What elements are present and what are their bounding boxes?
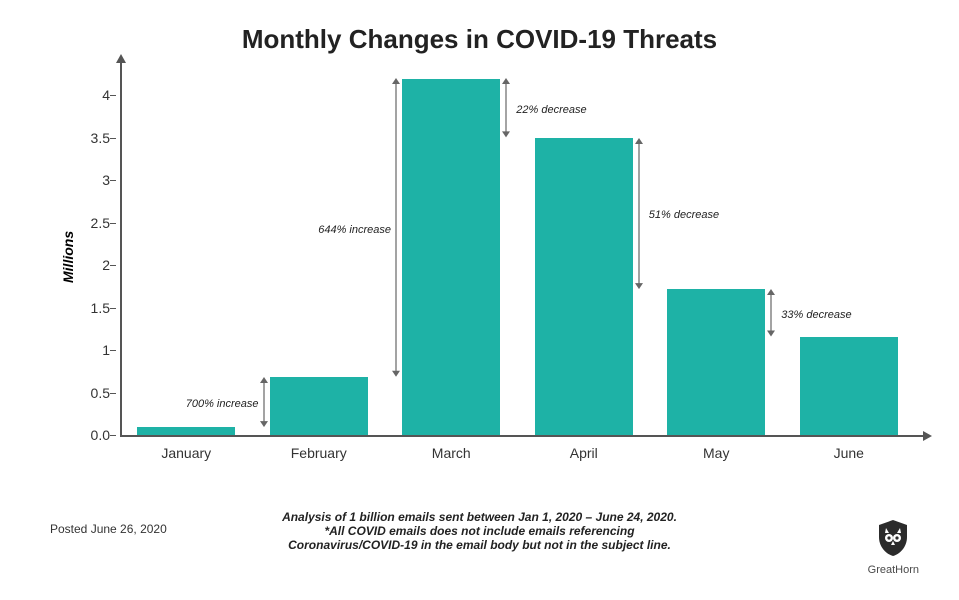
- change-arrow-icon: [633, 138, 645, 289]
- x-tick: March: [432, 445, 471, 461]
- y-tick: 1.5: [60, 300, 110, 316]
- change-annotation: 22% decrease: [516, 104, 586, 116]
- brand-logo: GreatHorn: [868, 519, 919, 576]
- change-arrow-icon: [765, 289, 777, 337]
- change-annotation: 51% decrease: [649, 209, 719, 221]
- bar: [402, 79, 500, 436]
- x-tick: January: [161, 445, 211, 461]
- y-tick: 4: [60, 87, 110, 103]
- chart-title: Monthly Changes in COVID-19 Threats: [0, 24, 959, 55]
- y-axis-arrow-icon: [116, 54, 126, 63]
- change-annotation: 33% decrease: [781, 309, 851, 321]
- y-tick: 3.5: [60, 130, 110, 146]
- brand-name: GreatHorn: [868, 564, 919, 576]
- bar: [535, 138, 633, 435]
- chart-container: { "chart": { "type": "bar", "title": "Mo…: [0, 0, 959, 600]
- y-tick: 2.5: [60, 215, 110, 231]
- posted-date: Posted June 26, 2020: [50, 522, 167, 536]
- bar: [270, 377, 368, 435]
- y-tick: 2: [60, 257, 110, 273]
- x-tick: April: [570, 445, 598, 461]
- caption-line: Coronavirus/COVID-19 in the email body b…: [0, 538, 959, 552]
- x-tick: February: [291, 445, 347, 461]
- y-axis: [120, 60, 122, 435]
- x-tick: June: [834, 445, 864, 461]
- bar: [667, 289, 765, 435]
- x-tick: May: [703, 445, 729, 461]
- y-tick: 0.5: [60, 385, 110, 401]
- bar: [800, 337, 898, 435]
- change-arrow-icon: [500, 78, 512, 137]
- change-arrow-icon: [390, 78, 402, 377]
- y-tick: 0.0: [60, 427, 110, 443]
- plot-area: Millions 0.00.511.522.533.54JanuaryFebru…: [120, 70, 915, 435]
- bar: [137, 427, 235, 435]
- x-axis: [120, 435, 925, 437]
- x-axis-arrow-icon: [923, 431, 932, 441]
- y-tick: 1: [60, 342, 110, 358]
- change-annotation: 700% increase: [186, 398, 259, 410]
- change-annotation: 644% increase: [318, 224, 391, 236]
- shield-owl-icon: [876, 519, 910, 557]
- change-arrow-icon: [258, 377, 270, 427]
- y-tick: 3: [60, 172, 110, 188]
